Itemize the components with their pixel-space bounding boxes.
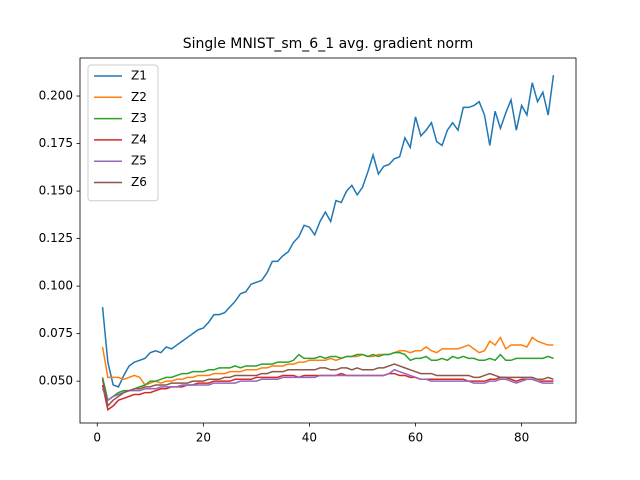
- y-tick-label: 0.125: [39, 231, 73, 245]
- legend-label: Z4: [131, 132, 147, 146]
- x-tick-label: 20: [196, 431, 211, 445]
- x-tick-label: 80: [514, 431, 529, 445]
- y-tick-label: 0.200: [39, 89, 73, 103]
- y-tick-label: 0.175: [39, 136, 73, 150]
- legend-label: Z6: [131, 175, 147, 189]
- series-line: [101, 335, 554, 386]
- axes-frame: [79, 57, 577, 424]
- chart-title: Single MNIST_sm_6_1 avg. gradient norm: [183, 36, 473, 52]
- legend-label: Z2: [131, 90, 147, 104]
- series-line: [101, 368, 554, 402]
- y-tick-label: 0.050: [39, 374, 73, 388]
- y-tick-label: 0.075: [39, 326, 73, 340]
- x-tick-label: 60: [408, 431, 423, 445]
- x-tick-label: 0: [93, 431, 101, 445]
- legend: Z1 Z2 Z3 Z4 Z5 Z6: [87, 64, 159, 202]
- series-line: [101, 363, 554, 408]
- series-line: [101, 351, 554, 402]
- x-tick-label: 40: [302, 431, 317, 445]
- legend-label: Z1: [131, 69, 147, 83]
- y-tick-label: 0.150: [39, 184, 73, 198]
- series-line: [101, 75, 555, 388]
- y-tick-label: 0.100: [39, 279, 73, 293]
- series-line: [101, 372, 554, 411]
- legend-label: Z3: [131, 111, 147, 125]
- legend-box: [87, 64, 159, 202]
- legend-label: Z5: [131, 154, 147, 168]
